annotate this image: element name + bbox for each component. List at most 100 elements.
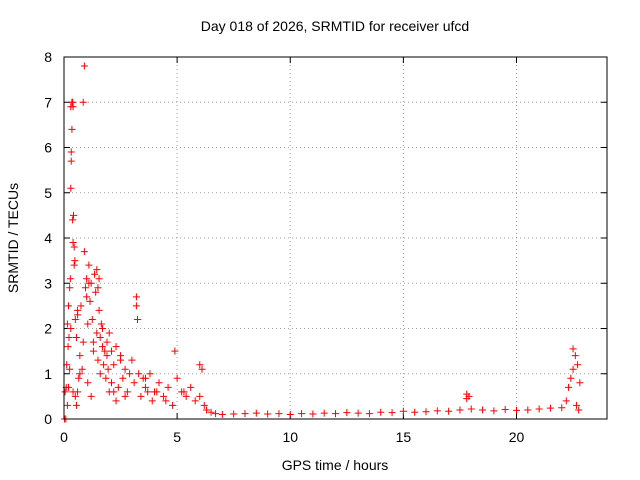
data-point [137, 392, 145, 400]
data-point [196, 392, 204, 400]
data-point [66, 275, 74, 283]
x-axis-label: GPS time / hours [282, 457, 389, 473]
data-point [81, 284, 89, 292]
data-points [60, 62, 584, 423]
data-point [203, 406, 211, 414]
data-point [70, 243, 78, 251]
y-axis-label: SRMTID / TECUs [5, 183, 21, 293]
data-point [67, 157, 75, 165]
data-point [524, 406, 532, 414]
data-point [69, 239, 77, 247]
data-point [65, 334, 73, 342]
data-point [535, 405, 543, 413]
data-point [121, 392, 129, 400]
data-point [83, 275, 91, 283]
data-point [576, 379, 584, 387]
data-point [98, 325, 106, 332]
data-point [513, 406, 520, 414]
data-point [558, 404, 566, 412]
data-point [66, 284, 74, 292]
y-tick-label: 8 [44, 49, 52, 65]
y-tick-label: 6 [44, 140, 52, 156]
data-point [169, 401, 177, 409]
data-point [75, 374, 83, 382]
data-point [112, 397, 120, 405]
data-point [65, 302, 73, 310]
data-point [123, 388, 131, 396]
data-point [399, 407, 407, 415]
data-point [187, 383, 195, 391]
data-point [171, 347, 179, 355]
data-point [230, 410, 238, 418]
data-point [343, 409, 351, 417]
data-point [164, 383, 172, 391]
data-point [252, 409, 260, 417]
data-point [70, 211, 78, 219]
data-point [61, 388, 69, 396]
data-point [298, 410, 306, 418]
data-point [67, 148, 75, 156]
y-tick-label: 4 [44, 230, 52, 246]
data-point [126, 370, 134, 378]
data-point [130, 379, 138, 387]
data-point [146, 370, 154, 378]
data-point [74, 306, 82, 314]
data-point [85, 261, 93, 269]
data-point [134, 315, 142, 323]
data-point [67, 103, 75, 111]
data-point [286, 410, 294, 418]
data-point [79, 338, 87, 346]
data-point [153, 388, 161, 396]
data-point [218, 410, 226, 418]
data-point [141, 374, 149, 382]
data-point [148, 397, 156, 405]
data-point [110, 388, 118, 396]
data-point [72, 401, 80, 409]
data-point [332, 410, 339, 418]
y-tick-label: 5 [44, 185, 52, 201]
data-point [64, 343, 72, 351]
data-point [191, 397, 199, 405]
data-point [68, 125, 76, 133]
data-point [71, 257, 79, 265]
data-point [79, 98, 87, 106]
data-point [63, 401, 71, 409]
data-point [264, 410, 272, 418]
data-point [196, 361, 204, 369]
data-point [93, 266, 101, 274]
axis-ticks: 0 5 10 15 20 0 1 2 3 4 5 6 7 8 [44, 49, 607, 445]
data-point [567, 374, 575, 382]
data-point [71, 315, 79, 323]
data-point [119, 374, 127, 382]
data-point [467, 405, 475, 413]
data-point [162, 397, 170, 405]
data-point [182, 392, 190, 400]
data-point [275, 410, 283, 418]
data-point [569, 365, 577, 373]
data-point [132, 302, 140, 310]
data-point [574, 361, 582, 369]
data-point [92, 288, 100, 296]
data-point [456, 406, 464, 414]
data-point [365, 410, 373, 418]
data-point [144, 388, 152, 396]
data-point [94, 356, 102, 364]
data-point [72, 334, 80, 342]
x-tick-label: 15 [396, 429, 412, 445]
y-tick-label: 2 [44, 321, 52, 337]
data-point [465, 392, 473, 400]
data-point [96, 334, 104, 342]
x-tick-label: 20 [509, 429, 525, 445]
data-point [377, 408, 385, 416]
data-point [546, 404, 554, 412]
data-point [84, 320, 92, 328]
data-point [104, 365, 112, 373]
y-tick-label: 0 [44, 411, 52, 427]
data-point [84, 379, 92, 387]
data-point [565, 383, 573, 391]
data-point [411, 408, 419, 416]
y-tick-label: 3 [44, 275, 52, 291]
data-point [110, 361, 118, 369]
data-point [63, 320, 71, 328]
